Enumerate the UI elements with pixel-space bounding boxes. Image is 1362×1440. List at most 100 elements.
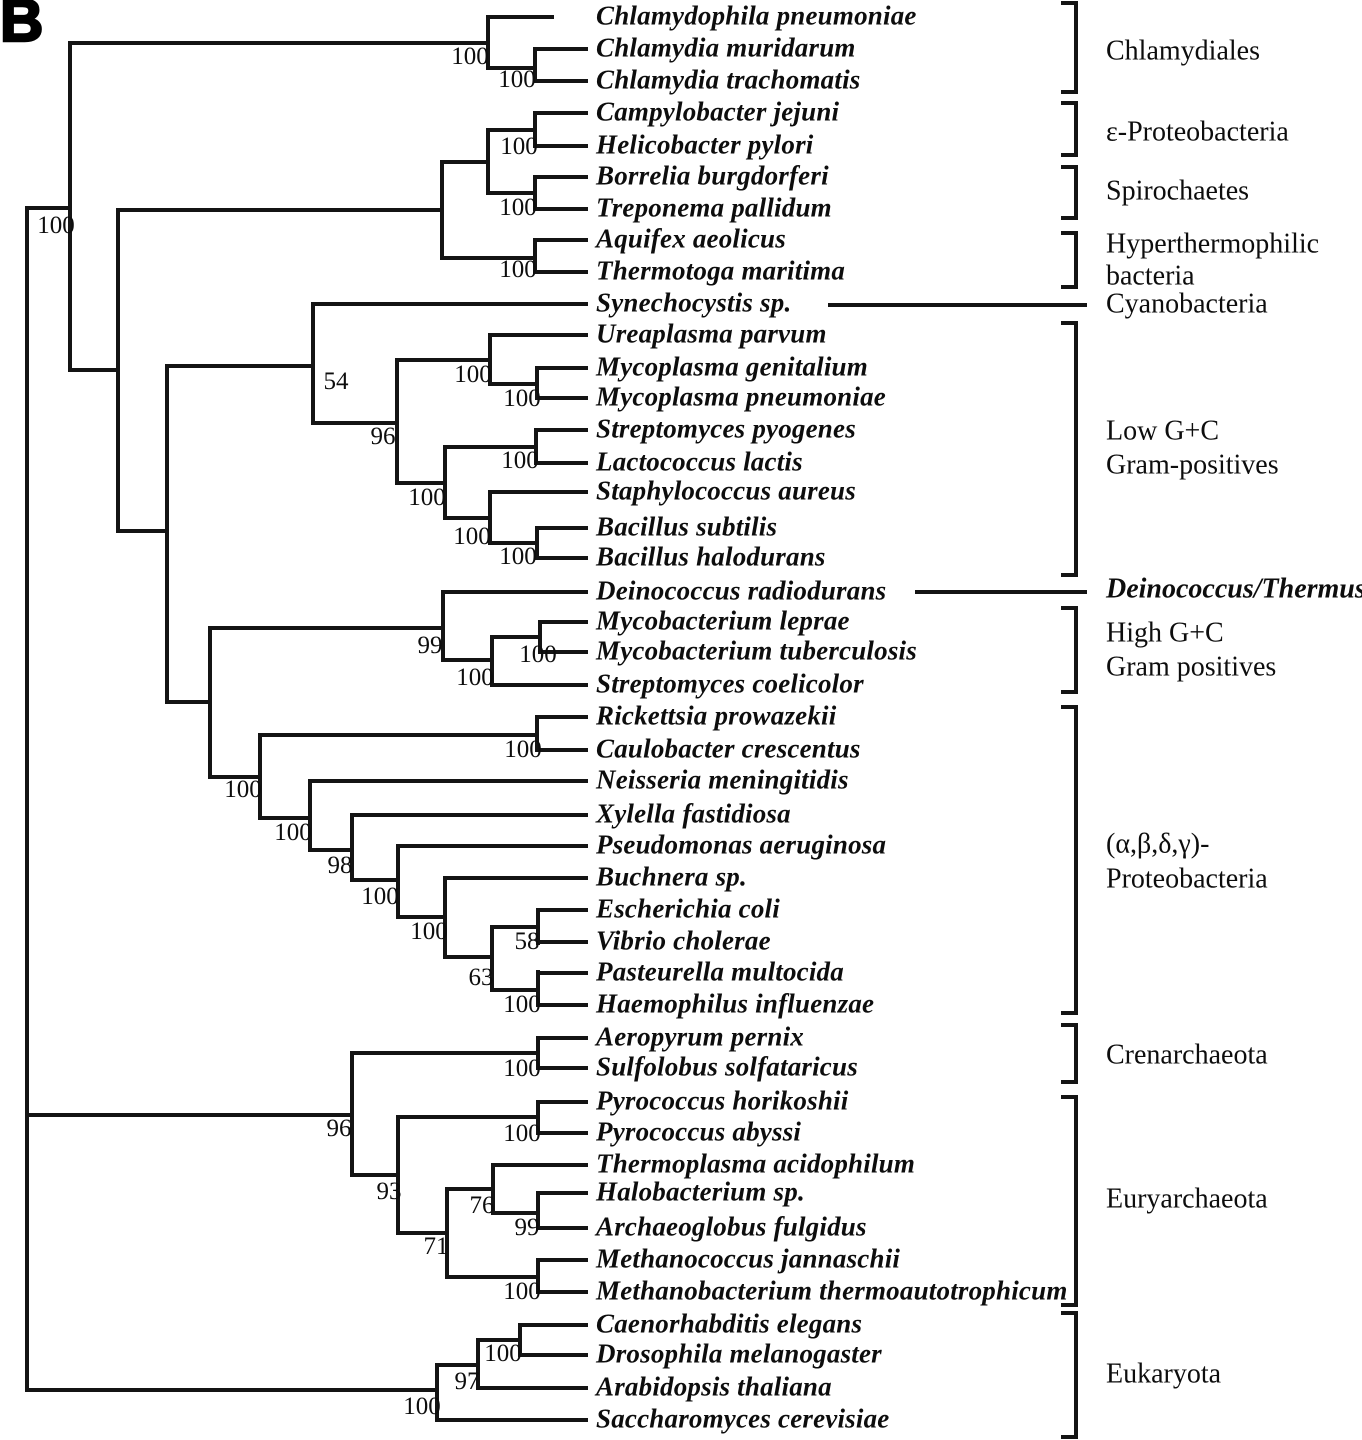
- tree-branch-vertical: [538, 620, 542, 654]
- tree-branch-horizontal: [536, 1066, 588, 1070]
- tree-branch-horizontal: [311, 421, 399, 425]
- label-connector-line: [915, 590, 1087, 594]
- tree-branch-vertical: [311, 302, 315, 425]
- tree-branch-horizontal: [518, 1323, 588, 1327]
- tree-branch-horizontal: [535, 366, 588, 370]
- tree-branch-horizontal: [25, 206, 72, 210]
- bootstrap-value: 100: [500, 133, 538, 160]
- tree-branch-horizontal: [490, 635, 542, 639]
- tree-branch-horizontal: [350, 813, 588, 817]
- tree-branch-horizontal: [116, 208, 444, 212]
- tree-branch-horizontal: [533, 111, 588, 115]
- bootstrap-value: 100: [499, 256, 537, 283]
- bootstrap-value: 100: [499, 543, 537, 570]
- taxon-label: Chlamydia trachomatis: [596, 64, 861, 95]
- tree-branch-horizontal: [350, 1173, 400, 1177]
- tree-branch-horizontal: [533, 79, 588, 83]
- tree-branch-vertical: [533, 175, 537, 211]
- group-label: (α,β,δ,γ)-: [1106, 828, 1210, 860]
- tree-branch-horizontal: [486, 15, 554, 19]
- tree-branch-horizontal: [538, 650, 588, 654]
- bootstrap-value: 100: [274, 819, 312, 846]
- tree-branch-horizontal: [534, 428, 588, 432]
- taxon-label: Campylobacter jejuni: [596, 96, 840, 127]
- tree-branch-vertical: [165, 364, 169, 704]
- taxon-label: Treponema pallidum: [596, 192, 832, 223]
- taxon-label: Chlamydophila pneumoniae: [596, 0, 917, 31]
- tree-branch-horizontal: [68, 368, 120, 372]
- group-label: Low G+C: [1106, 415, 1220, 447]
- tree-branch-horizontal: [308, 848, 354, 852]
- tree-branch-horizontal: [476, 1386, 588, 1390]
- tree-branch-vertical: [518, 1323, 522, 1357]
- tree-branch-vertical: [488, 333, 492, 386]
- bootstrap-value: 99: [417, 632, 443, 659]
- tree-branch-horizontal: [396, 844, 588, 848]
- bootstrap-value: 100: [499, 194, 537, 221]
- group-bracket-tick: [1061, 1303, 1076, 1307]
- tree-branch-horizontal: [476, 1338, 522, 1342]
- group-label: Proteobacteria: [1106, 863, 1268, 895]
- tree-branch-horizontal: [440, 160, 490, 164]
- tree-branch-vertical: [536, 908, 540, 945]
- taxon-label: Thermoplasma acidophilum: [596, 1148, 916, 1179]
- taxon-label: Methanobacterium thermoautotrophicum: [596, 1275, 1068, 1306]
- tree-branch-vertical: [536, 1258, 540, 1294]
- tree-branch-horizontal: [25, 1388, 439, 1392]
- taxon-label: Staphylococcus aureus: [596, 475, 856, 506]
- tree-branch-vertical: [533, 111, 537, 148]
- group-label: Chlamydiales: [1106, 35, 1260, 67]
- tree-branch-horizontal: [488, 541, 539, 545]
- bootstrap-value: 100: [484, 1340, 522, 1367]
- taxon-label: Mycoplasma pneumoniae: [596, 381, 886, 412]
- tree-branch-vertical: [486, 15, 490, 70]
- bootstrap-value: 63: [468, 964, 494, 991]
- tree-branch-horizontal: [490, 683, 588, 687]
- bootstrap-value: 99: [514, 1214, 540, 1241]
- tree-branch-vertical: [535, 526, 539, 560]
- tree-branch-horizontal: [535, 526, 588, 530]
- tree-branch-horizontal: [533, 207, 588, 211]
- group-label: High G+C: [1106, 617, 1224, 649]
- tree-branch-horizontal: [395, 358, 492, 362]
- panel-label: B: [0, 0, 45, 54]
- bootstrap-value: 100: [403, 1393, 441, 1420]
- bootstrap-value: 100: [453, 523, 491, 550]
- bootstrap-value: 100: [501, 447, 539, 474]
- group-bracket-tick: [1061, 573, 1076, 577]
- tree-branch-vertical: [308, 779, 312, 852]
- bootstrap-value: 100: [504, 736, 542, 763]
- tree-branch-vertical: [486, 128, 490, 195]
- taxon-label: Vibrio cholerae: [596, 925, 771, 956]
- taxon-label: Streptomyces coelicolor: [596, 668, 864, 699]
- group-bracket: [1074, 705, 1078, 1015]
- group-label: Spirochaetes: [1106, 175, 1250, 207]
- tree-branch-horizontal: [440, 256, 537, 260]
- tree-branch-horizontal: [533, 238, 588, 242]
- tree-branch-horizontal: [116, 529, 169, 533]
- tree-branch-vertical: [443, 445, 447, 520]
- group-label: bacteria: [1106, 260, 1195, 292]
- tree-branch-vertical: [533, 238, 537, 274]
- tree-branch-horizontal: [441, 658, 494, 662]
- tree-branch-horizontal: [443, 955, 494, 959]
- taxon-label: Borrelia burgdorferi: [596, 160, 829, 191]
- taxon-label: Mycoplasma genitalium: [596, 351, 868, 382]
- tree-branch-horizontal: [395, 481, 447, 485]
- bootstrap-value: 71: [423, 1233, 449, 1260]
- taxon-label: Sulfolobus solfataricus: [596, 1051, 858, 1082]
- tree-branch-vertical: [208, 626, 212, 779]
- tree-branch-horizontal: [486, 66, 537, 70]
- group-bracket-tick: [1061, 1023, 1076, 1027]
- taxon-label: Saccharomyces cerevisiae: [596, 1403, 890, 1434]
- tree-branch-horizontal: [445, 1187, 495, 1191]
- tree-branch-horizontal: [535, 396, 588, 400]
- tree-branch-horizontal: [350, 1051, 540, 1055]
- tree-branch-vertical: [536, 1191, 540, 1230]
- bootstrap-value: 58: [514, 928, 540, 955]
- tree-branch-horizontal: [536, 1290, 588, 1294]
- tree-branch-horizontal: [165, 364, 315, 368]
- taxon-label: Synechocystis sp.: [596, 287, 792, 318]
- tree-branch-horizontal: [536, 1131, 588, 1135]
- tree-branch-vertical: [535, 715, 539, 752]
